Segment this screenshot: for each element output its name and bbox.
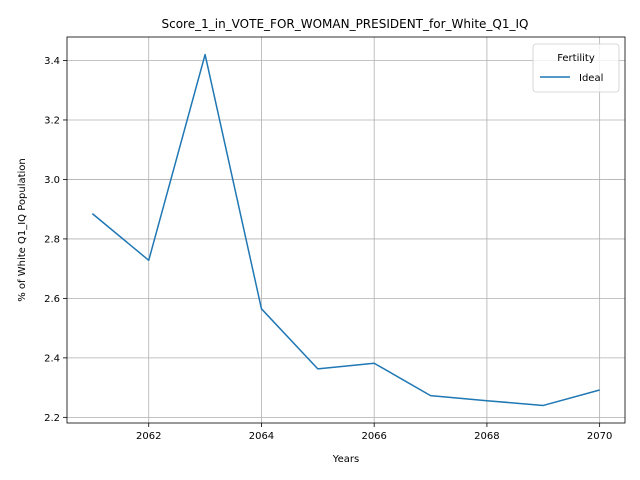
series-line-ideal xyxy=(91,53,600,407)
x-tick-label: 2062 xyxy=(136,431,161,442)
grid-lines xyxy=(67,37,625,423)
legend: Fertility Ideal xyxy=(532,43,620,93)
y-tick-label: 2.8 xyxy=(44,234,60,245)
x-tick-label: 2066 xyxy=(361,431,386,442)
x-axis-ticks: 2062 2064 2066 2068 2070 xyxy=(136,423,612,442)
x-tick-label: 2068 xyxy=(474,431,499,442)
y-tick-label: 2.6 xyxy=(44,294,60,305)
legend-title: Fertility xyxy=(557,53,595,64)
legend-box xyxy=(532,43,620,93)
legend-label-ideal: Ideal xyxy=(579,73,603,84)
x-tick-label: 2064 xyxy=(249,431,274,442)
x-tick-label: 2070 xyxy=(587,431,612,442)
y-tick-label: 3.2 xyxy=(44,115,60,126)
x-axis-label: Years xyxy=(332,454,359,465)
y-axis-label: % of White Q1_IQ Population xyxy=(17,158,28,302)
y-tick-label: 3.4 xyxy=(44,56,60,67)
plot-frame xyxy=(66,36,626,424)
y-axis-ticks: 2.2 2.4 2.6 2.8 3.0 3.2 3.4 xyxy=(44,56,67,424)
chart-title: Score_1_in_VOTE_FOR_WOMAN_PRESIDENT_for_… xyxy=(162,17,529,31)
y-tick-label: 2.4 xyxy=(44,353,60,364)
y-tick-label: 3.0 xyxy=(44,175,60,186)
series-lines xyxy=(91,53,600,407)
y-tick-label: 2.2 xyxy=(44,413,60,424)
